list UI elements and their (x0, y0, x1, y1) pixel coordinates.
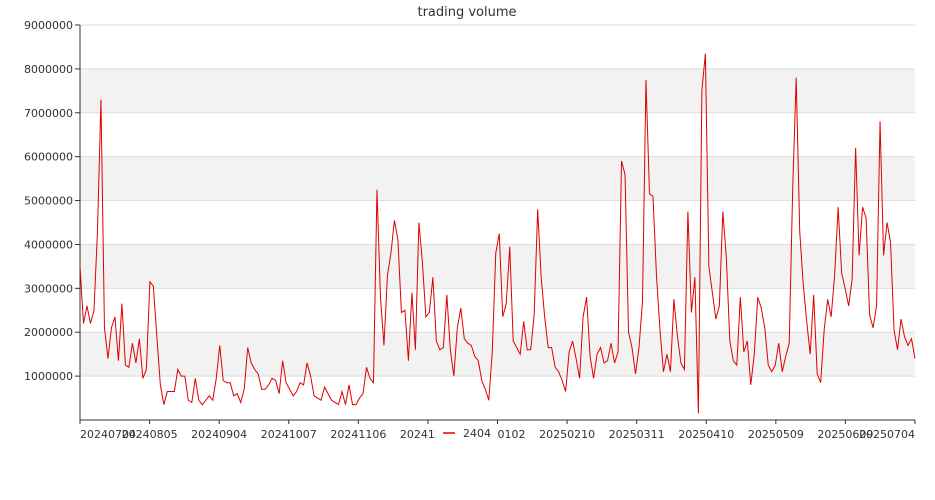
legend: 2404 (436, 424, 498, 440)
legend-label: 2404 (463, 427, 491, 440)
y-tick-label: 6000000 (24, 151, 73, 164)
x-tick-label: 20241007 (261, 428, 317, 441)
y-tick-label: 2000000 (24, 326, 73, 339)
legend-background (436, 424, 498, 440)
y-tick-label: 7000000 (24, 107, 73, 120)
x-tick-label: 20240904 (191, 428, 247, 441)
plot-band (80, 156, 915, 201)
plot-bands (80, 68, 915, 377)
x-tick-label: 20250210 (539, 428, 595, 441)
x-tick-label: 20240805 (122, 428, 178, 441)
x-tick-label: 20250704 (859, 428, 915, 441)
chart-title: trading volume (417, 5, 516, 20)
gridlines (80, 24, 915, 377)
x-tick-label: 20250410 (678, 428, 734, 441)
y-axis-ticks: 1000000 2000000 3000000 4000000 5000000 60000… (24, 19, 80, 383)
x-tick-label: 20250609 (817, 428, 873, 441)
plot-band (80, 244, 915, 289)
plot-band (80, 68, 915, 113)
y-tick-label: 4000000 (24, 238, 73, 251)
x-tick-label: 20250509 (748, 428, 804, 441)
series-line (79, 53, 916, 414)
y-tick-label: 1000000 (24, 370, 73, 383)
x-tick-label: 20241106 (330, 428, 386, 441)
x-tick-label: 20240704 (80, 428, 136, 441)
y-tick-label: 9000000 (24, 19, 73, 32)
y-tick-label: 3000000 (24, 282, 73, 295)
x-tick-label: 20250311 (609, 428, 665, 441)
y-tick-label: 8000000 (24, 63, 73, 76)
series-layer (79, 53, 916, 414)
y-tick-label: 5000000 (24, 195, 73, 208)
